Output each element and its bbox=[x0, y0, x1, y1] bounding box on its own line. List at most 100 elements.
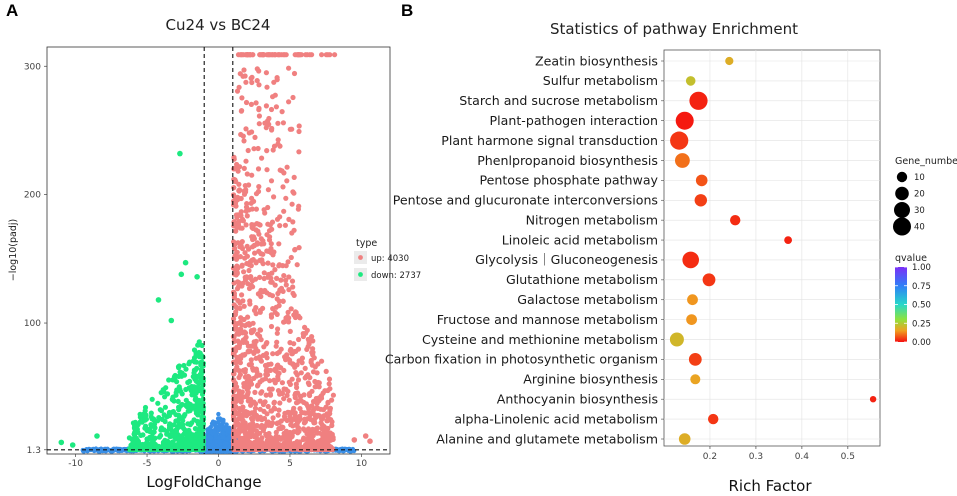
data-point bbox=[268, 408, 274, 414]
data-point bbox=[240, 298, 246, 304]
data-point bbox=[302, 375, 308, 381]
data-point bbox=[246, 207, 252, 213]
data-point bbox=[272, 368, 278, 374]
data-point bbox=[235, 168, 241, 174]
data-point bbox=[177, 386, 183, 392]
data-point bbox=[245, 147, 251, 154]
data-point bbox=[257, 372, 263, 378]
data-point bbox=[310, 352, 316, 358]
data-point bbox=[322, 388, 328, 394]
data-point bbox=[310, 438, 316, 444]
data-point bbox=[250, 320, 256, 326]
data-point bbox=[248, 357, 254, 363]
data-point bbox=[236, 416, 242, 422]
data-point bbox=[224, 441, 229, 446]
data-point bbox=[275, 412, 281, 418]
data-point bbox=[250, 367, 256, 373]
data-point bbox=[246, 439, 252, 445]
data-point bbox=[246, 267, 252, 274]
data-point bbox=[317, 430, 323, 436]
size-legend-label: 20 bbox=[914, 190, 925, 200]
data-point bbox=[249, 129, 255, 135]
data-point bbox=[260, 401, 266, 408]
data-point bbox=[255, 166, 262, 172]
colorbar-label: 0.75 bbox=[912, 282, 931, 292]
data-point bbox=[237, 427, 243, 433]
x-tick-label: 5 bbox=[287, 459, 293, 469]
data-point bbox=[152, 441, 158, 448]
data-point bbox=[265, 52, 271, 58]
data-point bbox=[248, 402, 254, 408]
data-point bbox=[299, 410, 305, 416]
panel-a-label: A bbox=[6, 1, 18, 20]
data-point bbox=[307, 416, 314, 422]
enrichment-points bbox=[669, 56, 877, 445]
data-point bbox=[244, 243, 250, 249]
data-point bbox=[307, 412, 313, 418]
data-point bbox=[257, 354, 263, 360]
data-point bbox=[185, 446, 191, 452]
data-point bbox=[280, 263, 286, 269]
data-point bbox=[280, 120, 286, 126]
pathway-label: Galactose metabolism bbox=[517, 292, 658, 307]
data-point bbox=[297, 416, 303, 422]
data-point bbox=[261, 241, 267, 247]
data-point bbox=[258, 337, 264, 343]
data-point bbox=[284, 392, 290, 398]
data-point bbox=[295, 206, 301, 212]
data-point bbox=[241, 329, 248, 335]
data-point bbox=[238, 315, 244, 321]
data-point bbox=[175, 398, 181, 404]
data-point bbox=[265, 204, 271, 211]
data-point bbox=[309, 334, 315, 340]
data-point bbox=[329, 446, 335, 453]
data-point bbox=[69, 442, 76, 448]
data-point bbox=[253, 412, 260, 418]
data-point bbox=[275, 120, 281, 126]
data-point bbox=[232, 379, 238, 385]
data-point bbox=[257, 222, 263, 228]
data-point bbox=[272, 267, 278, 273]
data-point bbox=[261, 344, 267, 350]
data-point bbox=[273, 429, 279, 435]
data-point bbox=[279, 109, 285, 115]
data-point bbox=[236, 391, 242, 398]
data-point bbox=[236, 218, 242, 225]
x-tick-label: 10 bbox=[356, 459, 368, 469]
pathway-bubble bbox=[708, 413, 719, 425]
data-point bbox=[156, 434, 163, 440]
data-point bbox=[303, 401, 309, 407]
data-point bbox=[273, 343, 279, 349]
data-point bbox=[265, 118, 271, 124]
data-point bbox=[294, 362, 300, 368]
data-point bbox=[306, 339, 312, 345]
data-point bbox=[256, 184, 262, 190]
data-point bbox=[314, 441, 320, 447]
data-point bbox=[281, 413, 288, 420]
data-point bbox=[263, 431, 269, 437]
data-point bbox=[243, 222, 249, 228]
data-point bbox=[254, 240, 260, 246]
data-point bbox=[168, 317, 175, 324]
data-point bbox=[313, 383, 319, 389]
data-point bbox=[194, 365, 200, 371]
volcano-axis-ticks: -10 -5 0 5 10 1.3 100 200 300 bbox=[24, 62, 368, 469]
colorbar-label: 0.50 bbox=[912, 301, 931, 311]
pathway-label: Zeatin biosynthesis bbox=[535, 53, 658, 68]
colorbar-label: 0.00 bbox=[912, 338, 931, 348]
data-point bbox=[247, 298, 253, 304]
data-point bbox=[319, 358, 325, 364]
x-tick-label: 0.5 bbox=[841, 452, 855, 462]
data-point bbox=[274, 216, 281, 222]
data-point bbox=[297, 406, 303, 412]
data-point bbox=[258, 287, 264, 293]
data-point bbox=[237, 71, 243, 77]
data-point bbox=[157, 407, 163, 413]
data-point bbox=[268, 323, 275, 330]
data-point bbox=[291, 442, 298, 448]
data-point bbox=[265, 260, 271, 266]
data-point bbox=[183, 366, 189, 372]
data-point bbox=[248, 396, 254, 402]
data-point bbox=[255, 382, 261, 388]
data-point bbox=[231, 202, 237, 208]
